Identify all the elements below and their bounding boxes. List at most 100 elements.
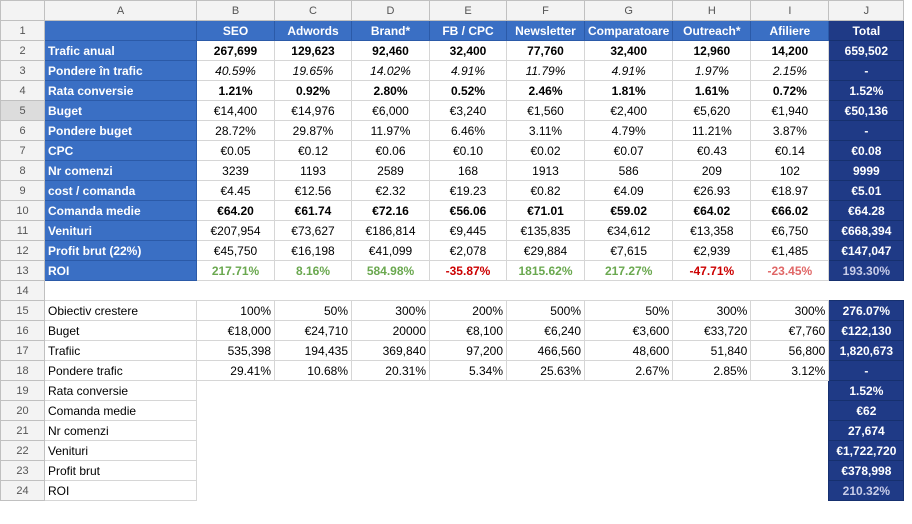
- value-cell[interactable]: €7,760: [750, 320, 830, 341]
- total-cell[interactable]: €668,394: [828, 220, 905, 241]
- empty-cell[interactable]: [750, 280, 829, 301]
- empty-cell[interactable]: [673, 481, 751, 501]
- row-header[interactable]: 12: [0, 240, 45, 261]
- empty-cell[interactable]: [585, 481, 673, 501]
- empty-cell[interactable]: [673, 401, 751, 421]
- value-cell[interactable]: 129,623: [274, 40, 352, 61]
- empty-cell[interactable]: [672, 280, 751, 301]
- row-header[interactable]: 13: [0, 260, 45, 281]
- empty-cell[interactable]: [751, 381, 829, 401]
- row-header[interactable]: 16: [0, 320, 45, 341]
- row-header[interactable]: 8: [0, 160, 45, 181]
- row-label-cell[interactable]: Venituri: [44, 440, 197, 461]
- value-cell[interactable]: €135,835: [506, 220, 585, 241]
- value-cell[interactable]: 3.12%: [750, 360, 830, 381]
- value-cell[interactable]: 1815.62%: [506, 260, 585, 281]
- value-cell[interactable]: 2589: [351, 160, 430, 181]
- channel-header-cell[interactable]: Newsletter: [506, 20, 585, 41]
- row-header[interactable]: 2: [0, 40, 45, 61]
- value-cell[interactable]: €1,940: [750, 100, 830, 121]
- row-label-cell[interactable]: Pondere în trafic: [44, 60, 197, 81]
- value-cell[interactable]: 1193: [274, 160, 352, 181]
- total-cell[interactable]: -: [828, 60, 905, 81]
- empty-cell[interactable]: [673, 421, 751, 441]
- empty-cell[interactable]: [430, 401, 507, 421]
- value-cell[interactable]: 1.81%: [583, 80, 674, 101]
- empty-cell[interactable]: [196, 280, 275, 301]
- empty-cell[interactable]: [430, 381, 507, 401]
- value-cell[interactable]: 4.79%: [583, 120, 674, 141]
- row-header[interactable]: 22: [0, 440, 45, 461]
- value-cell[interactable]: €3,600: [583, 320, 674, 341]
- value-cell[interactable]: -35.87%: [429, 260, 507, 281]
- value-cell[interactable]: 209: [672, 160, 752, 181]
- value-cell[interactable]: 102: [750, 160, 830, 181]
- value-cell[interactable]: €12.56: [274, 180, 352, 201]
- row-header[interactable]: 23: [0, 460, 45, 481]
- value-cell[interactable]: 11.21%: [672, 120, 752, 141]
- value-cell[interactable]: €0.43: [672, 140, 752, 161]
- value-cell[interactable]: 300%: [351, 300, 430, 321]
- row-label-cell[interactable]: cost / comanda: [44, 180, 197, 201]
- empty-cell[interactable]: [751, 421, 829, 441]
- value-cell[interactable]: 4.91%: [583, 60, 674, 81]
- empty-cell[interactable]: [430, 441, 507, 461]
- value-cell[interactable]: 50%: [583, 300, 674, 321]
- value-cell[interactable]: €2,939: [672, 240, 752, 261]
- row-header[interactable]: 10: [0, 200, 45, 221]
- value-cell[interactable]: 369,840: [351, 340, 430, 361]
- value-cell[interactable]: 300%: [750, 300, 830, 321]
- empty-cell[interactable]: [352, 461, 430, 481]
- value-cell[interactable]: €2.32: [351, 180, 430, 201]
- column-header-c[interactable]: C: [274, 0, 352, 21]
- value-cell[interactable]: €9,445: [429, 220, 507, 241]
- total-cell[interactable]: €147,047: [828, 240, 905, 261]
- value-cell[interactable]: 200%: [429, 300, 507, 321]
- value-cell[interactable]: 32,400: [583, 40, 674, 61]
- value-cell[interactable]: 2.46%: [506, 80, 585, 101]
- value-cell[interactable]: €0.10: [429, 140, 507, 161]
- row-label-cell[interactable]: Obiectiv crestere: [44, 300, 197, 321]
- value-cell[interactable]: €0.82: [506, 180, 585, 201]
- value-cell[interactable]: €18,000: [196, 320, 275, 341]
- empty-cell[interactable]: [751, 441, 829, 461]
- row-header[interactable]: 5: [0, 100, 45, 121]
- row-header[interactable]: 3: [0, 60, 45, 81]
- value-cell[interactable]: 100%: [196, 300, 275, 321]
- value-cell[interactable]: 92,460: [351, 40, 430, 61]
- value-cell[interactable]: €3,240: [429, 100, 507, 121]
- column-header-j[interactable]: J: [828, 0, 905, 21]
- value-cell[interactable]: 32,400: [429, 40, 507, 61]
- row-label-cell[interactable]: Trafic anual: [44, 40, 197, 61]
- empty-cell[interactable]: [430, 481, 507, 501]
- empty-cell[interactable]: [275, 481, 352, 501]
- row-header[interactable]: 18: [0, 360, 45, 381]
- value-cell[interactable]: 48,600: [583, 340, 674, 361]
- empty-cell[interactable]: [275, 461, 352, 481]
- value-cell[interactable]: €29,884: [506, 240, 585, 261]
- total-cell[interactable]: 1,820,673: [828, 340, 905, 361]
- value-cell[interactable]: 28.72%: [196, 120, 275, 141]
- value-cell[interactable]: €186,814: [351, 220, 430, 241]
- empty-cell[interactable]: [507, 421, 585, 441]
- row-header[interactable]: 9: [0, 180, 45, 201]
- value-cell[interactable]: €24,710: [274, 320, 352, 341]
- row-label-cell[interactable]: Buget: [44, 320, 197, 341]
- value-cell[interactable]: €56.06: [429, 200, 507, 221]
- total-cell[interactable]: 27,674: [828, 420, 905, 441]
- value-cell[interactable]: €1,485: [750, 240, 830, 261]
- row-header[interactable]: 21: [0, 420, 45, 441]
- column-header-g[interactable]: G: [583, 0, 674, 21]
- value-cell[interactable]: €72.16: [351, 200, 430, 221]
- empty-cell[interactable]: [197, 381, 275, 401]
- value-cell[interactable]: 51,840: [672, 340, 752, 361]
- value-cell[interactable]: 1.21%: [196, 80, 275, 101]
- row-header[interactable]: 15: [0, 300, 45, 321]
- empty-cell[interactable]: [507, 481, 585, 501]
- empty-cell[interactable]: [352, 381, 430, 401]
- total-cell[interactable]: €5.01: [828, 180, 905, 201]
- row-header[interactable]: 6: [0, 120, 45, 141]
- empty-cell[interactable]: [507, 381, 585, 401]
- value-cell[interactable]: 25.63%: [506, 360, 585, 381]
- total-cell[interactable]: 659,502: [828, 40, 905, 61]
